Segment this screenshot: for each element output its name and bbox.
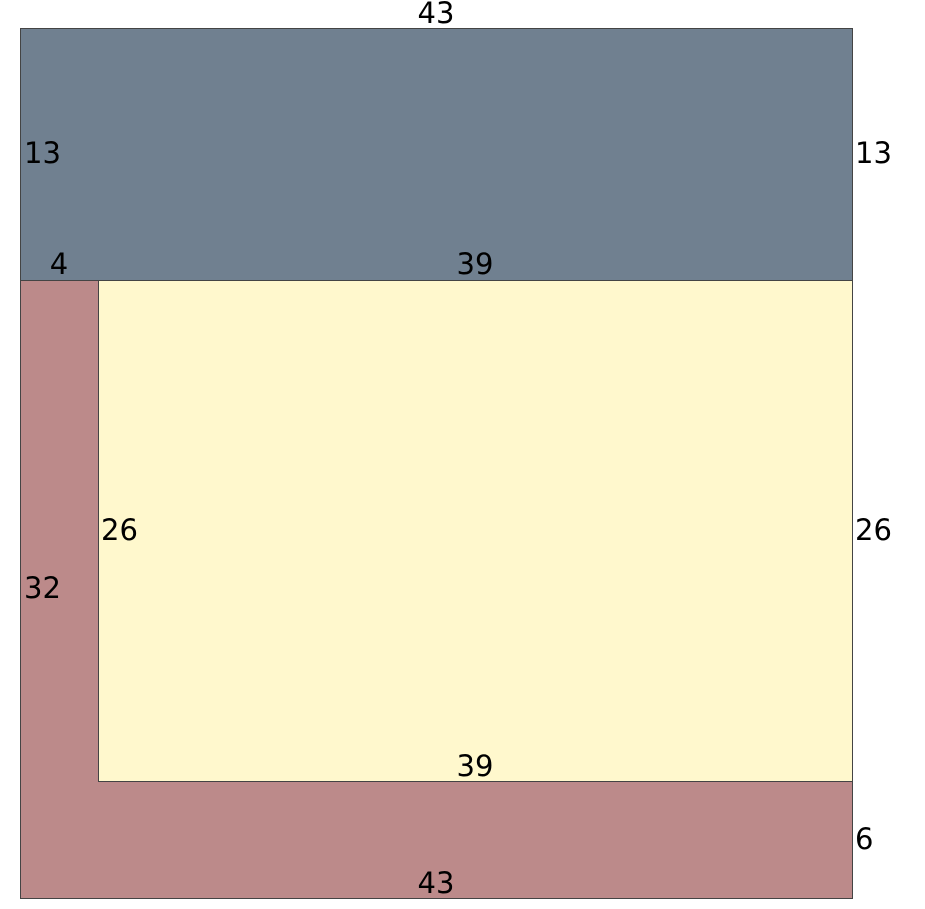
label-inner-right-height: 26 xyxy=(855,513,892,547)
label-l-bottom-height: 6 xyxy=(855,822,873,856)
label-top-left-height: 13 xyxy=(24,136,61,170)
label-inner-bottom-width: 39 xyxy=(457,749,494,783)
inner-region xyxy=(98,280,853,782)
label-l-left-height: 32 xyxy=(24,571,61,605)
top-region xyxy=(20,28,853,281)
label-inner-top-width: 39 xyxy=(457,247,494,281)
label-inner-left-height: 26 xyxy=(101,513,138,547)
label-top-right-height: 13 xyxy=(855,136,892,170)
label-bottom-width: 43 xyxy=(418,866,455,900)
label-l-arm-width: 4 xyxy=(50,247,68,281)
label-top-width: 43 xyxy=(418,0,455,30)
